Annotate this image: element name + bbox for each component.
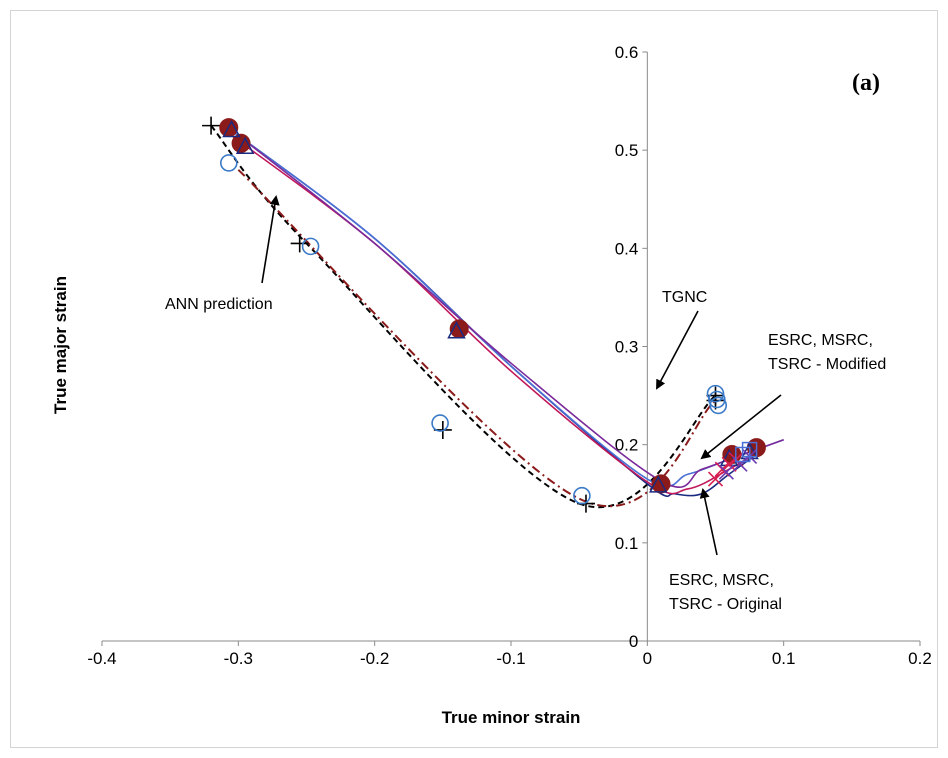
- y-tick-label: 0.5: [615, 141, 639, 160]
- annotation-arrow-tgnc: [656, 310, 699, 390]
- marker-circle-2: [301, 237, 320, 256]
- marker-triangle-4: [235, 136, 255, 154]
- y-tick-label: 0.6: [615, 43, 639, 62]
- chart-frame: [10, 10, 938, 748]
- y-tick-label: 0.2: [615, 436, 639, 455]
- marker-triangle-4: [648, 475, 668, 493]
- marker-x-5: [721, 456, 737, 472]
- x-tick-label: -0.4: [87, 649, 116, 668]
- series-line-6: [237, 134, 784, 488]
- marker-circle-2: [431, 414, 449, 432]
- y-tick-label: 0.3: [615, 338, 639, 357]
- x-axis-title: True minor strain: [442, 708, 581, 727]
- series-line-1: [210, 124, 717, 508]
- series-line-3: [224, 124, 757, 497]
- series-line-2: [237, 169, 717, 508]
- marker-circle-2: [709, 396, 728, 415]
- axes: -0.4 -0.3 -0.2 -0.1 0 0.1 0.2 0 0.1 0.2 0.3 0.4 0.5 0…: [87, 43, 931, 668]
- marker-circle-2: [573, 486, 591, 505]
- marker-x-6: [718, 464, 734, 480]
- series-lines: [210, 124, 784, 508]
- annotation-ann: ANN prediction: [165, 296, 273, 313]
- annotation-arrow-original: [699, 488, 718, 556]
- data-markers: [202, 116, 766, 513]
- panel-label: (a): [852, 70, 880, 96]
- annotation-original: TSRC - Original: [669, 596, 782, 613]
- x-tick-label: 0: [643, 649, 652, 668]
- y-tick-label: 0.4: [615, 239, 639, 258]
- y-tick-label: 0: [629, 632, 638, 651]
- marker-x-5: [714, 461, 730, 477]
- x-tick-label: 0.2: [908, 649, 932, 668]
- marker-plus-1: [290, 234, 309, 253]
- annotation-original: ESRC, MSRC,: [669, 572, 774, 589]
- marker-square-7: [741, 441, 758, 458]
- annotation-arrow-ann: [261, 195, 280, 284]
- marker-triangle-4: [222, 119, 241, 138]
- annotation-modified: TSRC - Modified: [768, 356, 886, 373]
- marker-plus-1: [202, 116, 221, 135]
- x-tick-label: -0.3: [224, 649, 253, 668]
- annotations: ANN prediction TGNC ESRC, MSRC, TSRC - Modi…: [165, 195, 886, 613]
- annotation-tgnc: TGNC: [662, 289, 707, 306]
- marker-x-5: [707, 471, 724, 487]
- x-tick-label: 0.1: [772, 649, 796, 668]
- marker-circle-2: [219, 154, 238, 172]
- x-tick-label: -0.2: [360, 649, 389, 668]
- annotation-modified: ESRC, MSRC,: [768, 332, 873, 349]
- marker-circle-2: [708, 390, 726, 409]
- marker-circle-2: [706, 384, 725, 403]
- annotation-arrow-modified: [700, 394, 782, 460]
- marker-triangle-4: [447, 321, 466, 339]
- y-tick-label: 0.1: [615, 534, 639, 553]
- y-axis-title: True major strain: [51, 276, 70, 414]
- series-line-5: [231, 129, 784, 488]
- x-tick-label: -0.1: [496, 649, 525, 668]
